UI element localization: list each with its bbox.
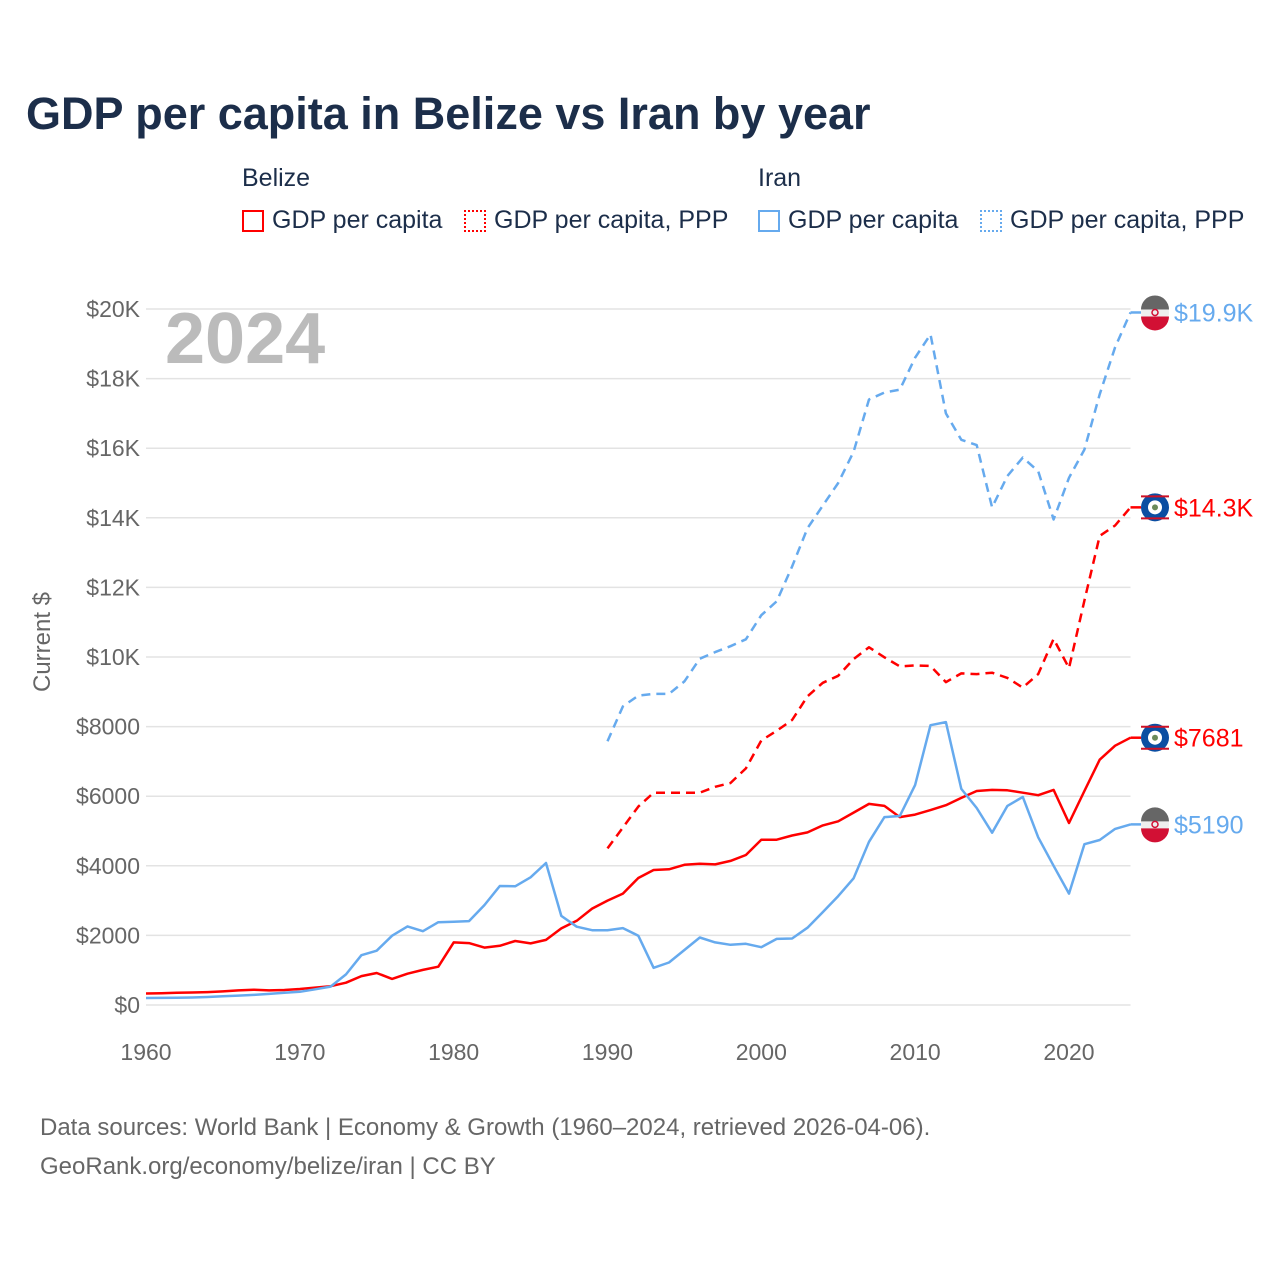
flag-bottom [1141, 828, 1169, 843]
series-line [145, 720, 1131, 1000]
series-line [606, 311, 1132, 742]
year-watermark: 2024 [165, 299, 325, 379]
flag-emblem [1151, 308, 1159, 317]
series-end-label: $5190 [1174, 811, 1244, 839]
y-tick-label: $2000 [76, 922, 140, 948]
flag-emblem [1151, 820, 1159, 829]
legend-belize-ppp[interactable]: GDP per capita, PPP [464, 206, 728, 235]
series-line [606, 506, 1132, 850]
legend-swatch-solid-red [242, 209, 264, 232]
flag-stripes [1141, 495, 1169, 520]
series-end-label: $14.3K [1174, 494, 1254, 522]
series-end-label: $19.9K [1174, 299, 1254, 327]
y-tick-label: $16K [86, 435, 140, 461]
legend-label: GDP per capita [272, 206, 443, 234]
legend-iran-ppp[interactable]: GDP per capita, PPP [980, 206, 1244, 235]
iran-flag-icon [1141, 807, 1169, 843]
y-tick-label: $10K [86, 644, 140, 670]
y-tick-label: $4000 [76, 853, 140, 879]
x-tick-label: 2010 [890, 1039, 941, 1065]
legend-belize-gdp[interactable]: GDP per capita [242, 206, 442, 235]
belize-flag-icon [1141, 723, 1169, 752]
y-tick-label: $20K [86, 296, 140, 322]
flag-bottom [1141, 316, 1169, 331]
x-tick-label: 1990 [582, 1039, 633, 1065]
x-tick-label: 2000 [736, 1039, 787, 1065]
y-tick-label: $18K [86, 366, 140, 392]
legend-swatch-dotted-red [464, 209, 486, 232]
legend-label: GDP per capita, PPP [494, 206, 729, 234]
y-tick-label: $12K [86, 574, 140, 600]
legend-iran-gdp[interactable]: GDP per capita [758, 206, 958, 235]
iran-flag-icon [1141, 295, 1169, 331]
chart-title: GDP per capita in Belize vs Iran by year [26, 88, 871, 139]
source-line-1: Data sources: World Bank | Economy & Gro… [40, 1114, 931, 1141]
x-tick-label: 1980 [428, 1039, 479, 1065]
flag-top [1141, 295, 1169, 310]
x-tick-label: 1960 [120, 1039, 171, 1065]
legend-label: GDP per capita, PPP [1010, 206, 1245, 234]
flag-emblem [1152, 734, 1158, 741]
belize-flag-icon [1141, 493, 1169, 522]
y-tick-label: $0 [114, 992, 140, 1018]
legend-swatch-dotted-blue [980, 209, 1002, 232]
y-tick-label: $6000 [76, 783, 140, 809]
legend-swatch-solid-blue [758, 209, 780, 232]
y-axis-label: Current $ [29, 592, 56, 692]
source-link[interactable]: GeoRank.org/economy/belize/iran | CC BY [40, 1153, 496, 1180]
flag-emblem [1152, 504, 1158, 511]
y-tick-label: $14K [86, 505, 140, 531]
y-tick-label: $8000 [76, 714, 140, 740]
legend-group-belize: Belize [242, 164, 311, 192]
flag-top [1141, 807, 1169, 822]
source-note: Data sources: World Bank | Economy & Gro… [40, 1108, 930, 1186]
legend-label: GDP per capita [788, 206, 959, 234]
x-tick-label: 2020 [1043, 1039, 1094, 1065]
series-end-label: $7681 [1174, 725, 1244, 753]
flag-stripes [1141, 725, 1169, 750]
legend-group-iran: Iran [758, 164, 802, 192]
x-tick-label: 1970 [274, 1039, 325, 1065]
